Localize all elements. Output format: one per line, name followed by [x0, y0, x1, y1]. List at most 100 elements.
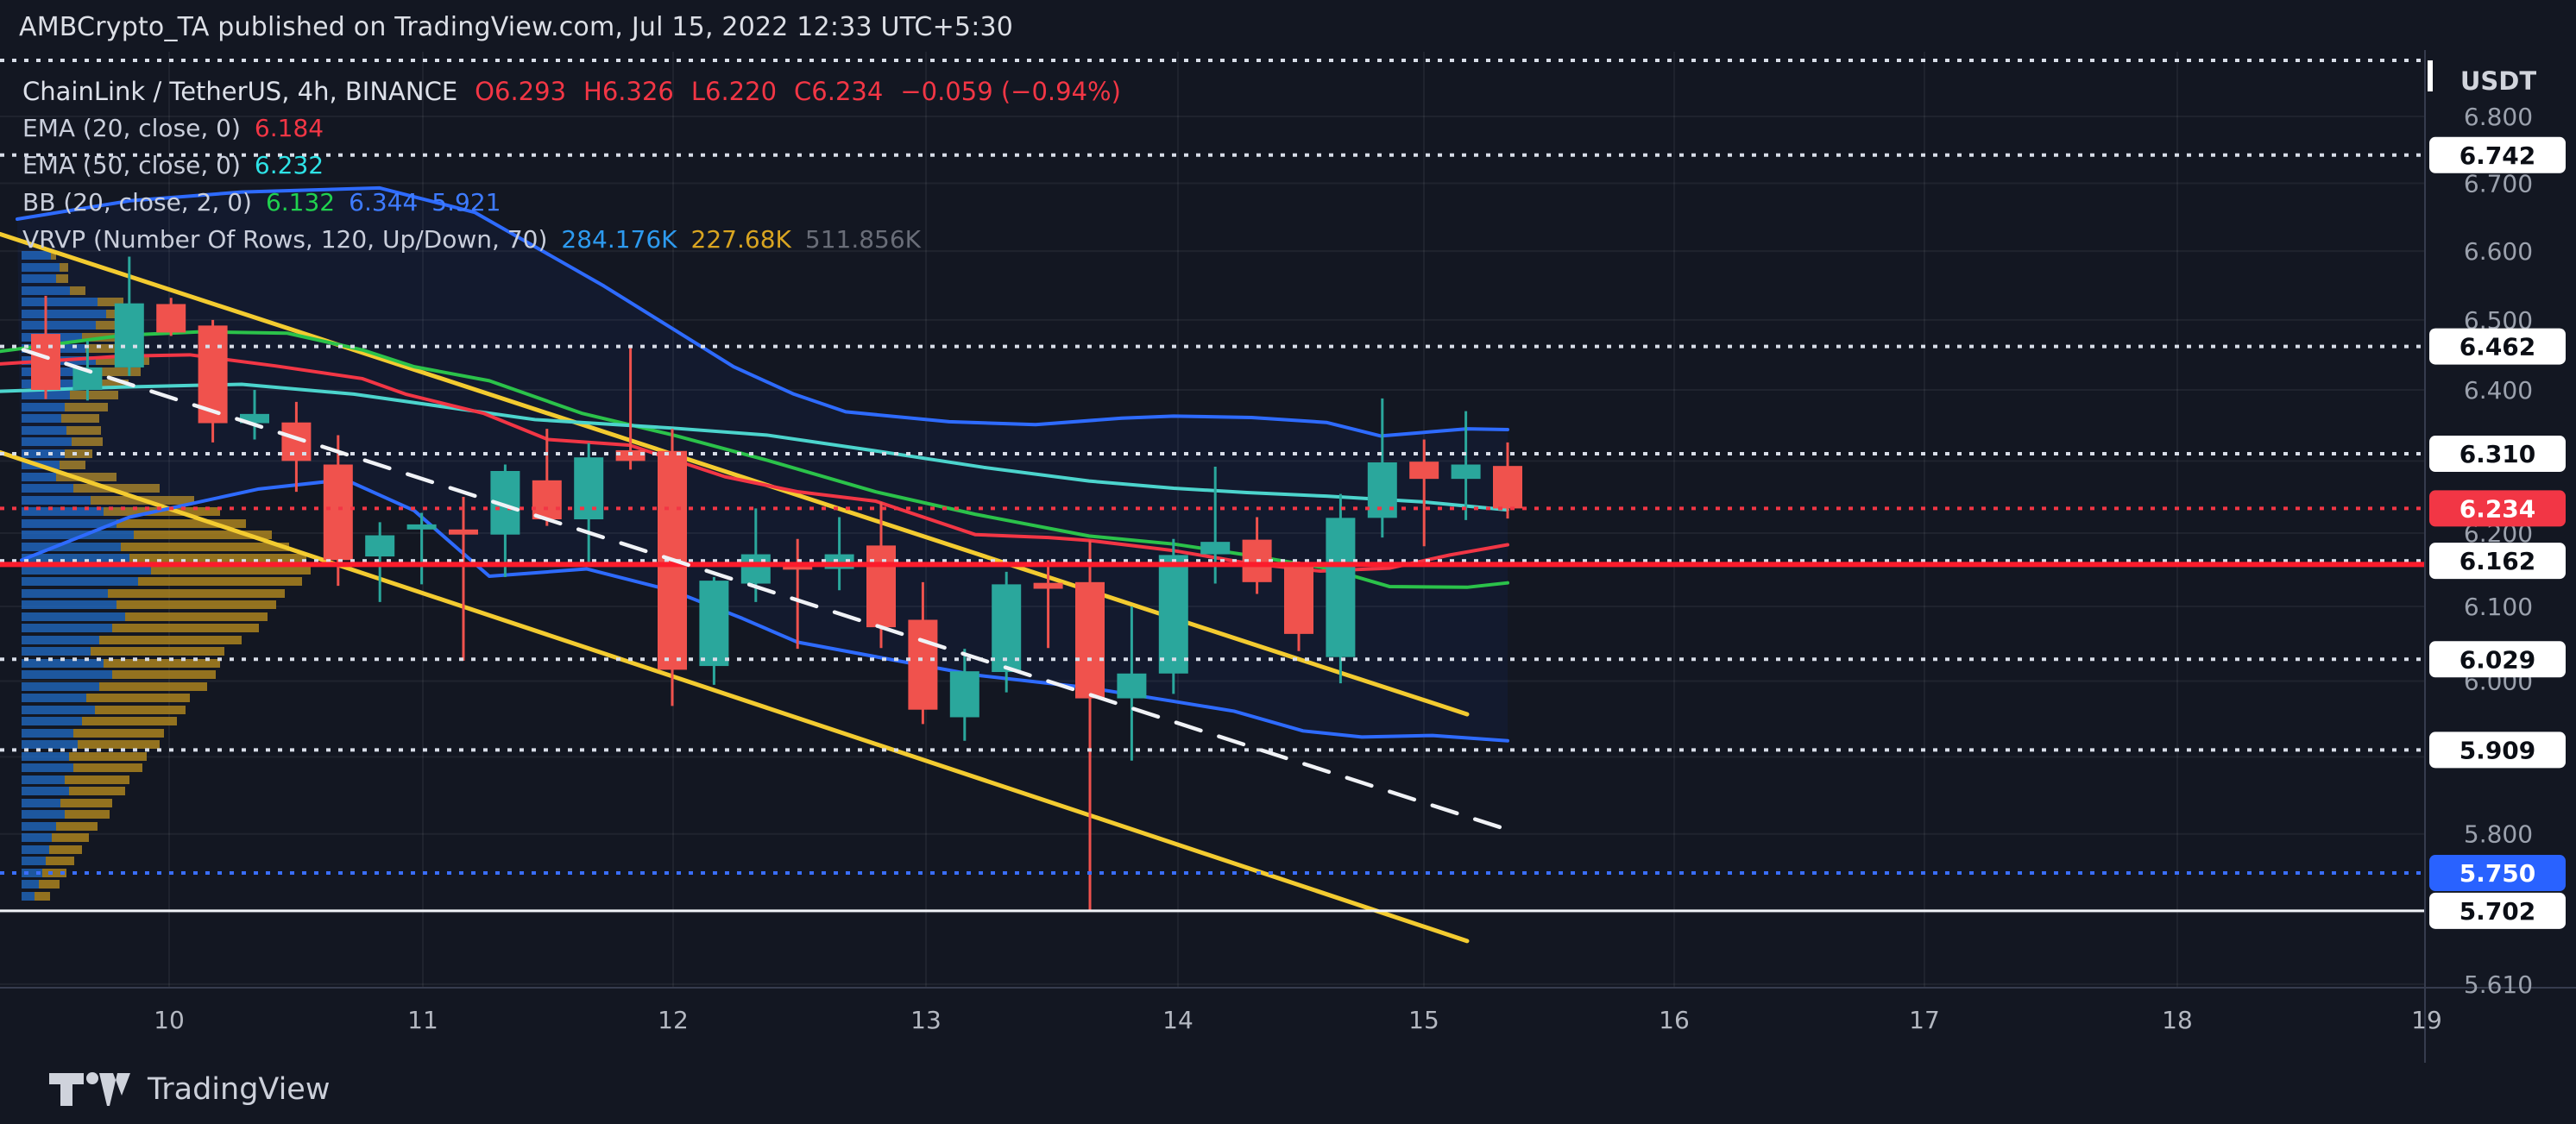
vrvp-up-bar [22, 589, 108, 598]
vrvp-up-bar [22, 740, 78, 749]
vrvp-up-bar [22, 496, 91, 505]
legend-symbol-row[interactable]: ChainLink / TetherUS, 4h, BINANCE O6.293… [22, 72, 1121, 110]
vrvp-up-bar [22, 763, 73, 772]
vrvp-down-bar [56, 274, 68, 283]
vrvp-down-bar [104, 659, 220, 668]
price-badge: 5.750 [2429, 855, 2566, 892]
vrvp-down-bar [72, 437, 103, 446]
indicator-value: 6.232 [254, 151, 324, 179]
vrvp-down-bar [49, 845, 82, 854]
legend-indicator-row[interactable]: EMA (50, close, 0) 6.232 [22, 147, 1121, 184]
vrvp-down-bar [60, 799, 112, 807]
price-grid-label: 6.800 [2464, 103, 2533, 131]
candle-body [992, 584, 1022, 673]
vrvp-up-bar [22, 612, 125, 621]
vrvp-up-bar [22, 892, 35, 901]
vrvp-down-bar [35, 892, 50, 901]
vrvp-up-bar [22, 810, 65, 819]
vrvp-up-bar [22, 729, 73, 738]
price-badge: 6.310 [2429, 436, 2566, 473]
tradingview-logo-icon[interactable] [47, 1068, 134, 1111]
vrvp-up-bar [22, 543, 121, 551]
vrvp-down-bar [56, 473, 117, 481]
time-axis-label: 15 [1408, 1006, 1439, 1034]
indicator-label: EMA (50, close, 0) [22, 151, 241, 179]
vrvp-down-bar [117, 519, 246, 528]
legend-indicator-rows: EMA (20, close, 0) 6.184 EMA (50, close, 0… [22, 110, 1121, 258]
vrvp-up-bar [22, 822, 56, 831]
vrvp-down-bar [82, 367, 141, 376]
legend-indicator-row[interactable]: BB (20, close, 2, 0) 6.132 6.344 5.921 [22, 184, 1121, 221]
vrvp-down-bar [138, 577, 302, 586]
candle-body [532, 480, 562, 520]
price-badge: 6.234 [2429, 490, 2566, 527]
vrvp-down-bar [151, 566, 311, 575]
time-axis-label: 11 [407, 1006, 438, 1034]
price-grid-label: 6.400 [2464, 376, 2533, 405]
candle-body [1117, 673, 1147, 699]
candle [699, 576, 729, 685]
vrvp-down-bar [60, 461, 85, 469]
vrvp-down-bar [70, 391, 118, 399]
vrvp-down-bar [69, 752, 147, 761]
vrvp-down-bar [60, 263, 68, 272]
candle-body [365, 535, 395, 557]
vrvp-up-bar [22, 682, 99, 691]
axis-currency-label: USDT [2460, 66, 2537, 96]
price-badge-bg [2429, 543, 2566, 580]
vrvp-down-bar [70, 286, 85, 295]
candle-body [1326, 518, 1356, 657]
vrvp-up-bar [22, 775, 65, 784]
vrvp-down-bar [86, 694, 190, 702]
price-badge: 6.462 [2429, 328, 2566, 365]
candle [1409, 439, 1439, 547]
price-badge: 6.162 [2429, 543, 2566, 580]
indicator-value: 511.856K [804, 225, 922, 254]
candle [532, 429, 562, 526]
price-badge-label: 5.750 [2459, 859, 2536, 888]
vrvp-down-bar [52, 833, 89, 842]
price-badge-bg [2429, 855, 2566, 892]
candle-body [406, 524, 437, 530]
time-axis-label: 18 [2162, 1006, 2193, 1034]
candle [908, 581, 938, 725]
candle-body [1033, 582, 1063, 589]
vrvp-down-bar [73, 484, 160, 493]
vrvp-up-bar [22, 717, 82, 725]
vrvp-up-bar [22, 869, 42, 877]
vrvp-down-bar [99, 636, 242, 644]
vrvp-up-bar [22, 694, 86, 702]
candle [615, 348, 646, 470]
vrvp-down-bar [129, 554, 306, 562]
candle-body [281, 422, 312, 462]
ohlc-readout: O6.293 H6.326 L6.220 C6.234 −0.059 (−0.94%) [457, 77, 1121, 106]
vrvp-up-bar [22, 566, 151, 575]
candle [406, 512, 437, 585]
candle-body [1451, 464, 1481, 480]
vrvp-down-bar [125, 612, 268, 621]
price-grid-label: 5.800 [2464, 820, 2533, 849]
price-badge-bg [2429, 490, 2566, 527]
indicator-value: 6.344 [349, 188, 419, 217]
price-badge: 6.029 [2429, 641, 2566, 678]
vrvp-up-bar [22, 437, 72, 446]
vrvp-up-bar [22, 659, 104, 668]
indicator-value: 5.921 [431, 188, 501, 217]
vrvp-up-bar [22, 263, 60, 272]
ohlc-value: H6.326 [583, 76, 674, 106]
vrvp-up-bar [22, 600, 117, 609]
legend-indicator-row[interactable]: VRVP (Number Of Rows, 120, Up/Down, 70) 2… [22, 221, 1121, 258]
symbol-title[interactable]: ChainLink / TetherUS, 4h, BINANCE [22, 76, 458, 106]
candle [658, 429, 687, 706]
vrvp-up-bar [22, 507, 104, 516]
candle-body [1200, 542, 1231, 555]
price-badge-bg [2429, 436, 2566, 473]
candle [574, 443, 604, 567]
vrvp-up-bar [22, 880, 39, 889]
tradingview-logo-text[interactable]: TradingView [148, 1072, 331, 1107]
legend-indicator-row[interactable]: EMA (20, close, 0) 6.184 [22, 110, 1121, 147]
vrvp-up-bar [22, 519, 117, 528]
ohlc-value: C6.234 [794, 76, 884, 106]
